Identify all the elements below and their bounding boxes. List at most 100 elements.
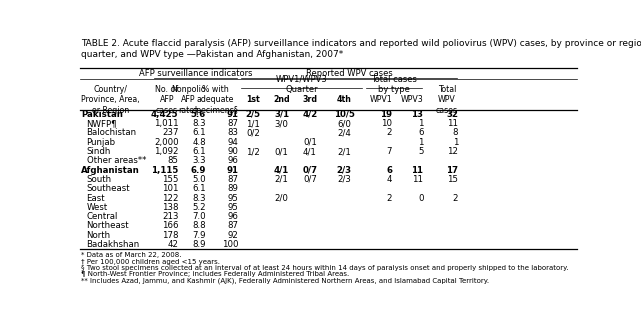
Text: AFP surveillance indicators: AFP surveillance indicators <box>139 69 253 78</box>
Text: 4.8: 4.8 <box>192 138 206 147</box>
Text: 4/2: 4/2 <box>303 110 317 119</box>
Text: 1st: 1st <box>246 95 260 104</box>
Text: North: North <box>87 231 111 240</box>
Text: 0/2: 0/2 <box>246 128 260 137</box>
Text: 91: 91 <box>226 110 238 119</box>
Text: ¶ North-West Frontier Province; includes Federally Administered Tribal Areas.: ¶ North-West Frontier Province; includes… <box>81 271 349 277</box>
Text: 11: 11 <box>412 166 424 175</box>
Text: 213: 213 <box>162 212 178 221</box>
Text: 138: 138 <box>162 203 178 212</box>
Text: 6: 6 <box>386 166 392 175</box>
Text: WPV1: WPV1 <box>369 95 392 104</box>
Text: 1,092: 1,092 <box>154 147 178 156</box>
Text: Total cases
by type: Total cases by type <box>371 75 417 94</box>
Text: 87: 87 <box>227 119 238 128</box>
Text: 8.8: 8.8 <box>192 221 206 231</box>
Text: 94: 94 <box>227 138 238 147</box>
Text: 6.1: 6.1 <box>192 184 206 193</box>
Text: 3rd: 3rd <box>303 95 317 104</box>
Text: 95: 95 <box>227 203 238 212</box>
Text: 122: 122 <box>162 194 178 203</box>
Text: 1/1: 1/1 <box>246 119 260 128</box>
Text: 3.3: 3.3 <box>192 156 206 165</box>
Text: 2nd: 2nd <box>273 95 290 104</box>
Text: 8.9: 8.9 <box>192 240 206 249</box>
Text: 8: 8 <box>453 128 458 137</box>
Text: 5.0: 5.0 <box>192 175 206 184</box>
Text: 91: 91 <box>226 166 238 175</box>
Text: 0: 0 <box>418 194 424 203</box>
Text: 12: 12 <box>447 147 458 156</box>
Text: Reported WPV cases: Reported WPV cases <box>306 69 392 78</box>
Text: 85: 85 <box>167 156 178 165</box>
Text: NWFP¶: NWFP¶ <box>87 119 117 128</box>
Text: 6.9: 6.9 <box>190 166 206 175</box>
Text: % with
adequate
specimens§: % with adequate specimens§ <box>192 85 238 114</box>
Text: 2/4: 2/4 <box>337 128 351 137</box>
Text: Punjab: Punjab <box>87 138 116 147</box>
Text: 5: 5 <box>418 147 424 156</box>
Text: 5.2: 5.2 <box>192 203 206 212</box>
Text: Country/
Province, Area,
or Region: Country/ Province, Area, or Region <box>81 85 140 114</box>
Text: TABLE 2. Acute flaccid paralysis (AFP) surveillance indicators and reported wild: TABLE 2. Acute flaccid paralysis (AFP) s… <box>81 39 641 59</box>
Text: Afghanistan: Afghanistan <box>81 166 140 175</box>
Text: 2/3: 2/3 <box>337 175 351 184</box>
Text: South: South <box>87 175 112 184</box>
Text: 7.0: 7.0 <box>192 212 206 221</box>
Text: 2/1: 2/1 <box>337 147 351 156</box>
Text: 2/5: 2/5 <box>246 110 261 119</box>
Text: 8.3: 8.3 <box>192 119 206 128</box>
Text: Badakhshan: Badakhshan <box>87 240 140 249</box>
Text: 83: 83 <box>227 128 238 137</box>
Text: 19: 19 <box>380 110 392 119</box>
Text: 1/2: 1/2 <box>246 147 260 156</box>
Text: ** Includes Azad, Jammu, and Kashmir (AJK), Federally Administered Northern Area: ** Includes Azad, Jammu, and Kashmir (AJ… <box>81 278 489 284</box>
Text: 2: 2 <box>387 128 392 137</box>
Text: 6.1: 6.1 <box>192 147 206 156</box>
Text: 6/0: 6/0 <box>337 119 351 128</box>
Text: 155: 155 <box>162 175 178 184</box>
Text: 96: 96 <box>227 156 238 165</box>
Text: 4,425: 4,425 <box>151 110 178 119</box>
Text: 11: 11 <box>412 175 424 184</box>
Text: Southeast: Southeast <box>87 184 130 193</box>
Text: 5.6: 5.6 <box>190 110 206 119</box>
Text: 4/1: 4/1 <box>274 166 289 175</box>
Text: 0/7: 0/7 <box>303 175 317 184</box>
Text: 11: 11 <box>447 119 458 128</box>
Text: Sindh: Sindh <box>87 147 111 156</box>
Text: 1: 1 <box>453 138 458 147</box>
Text: 3/1: 3/1 <box>274 110 289 119</box>
Text: 4: 4 <box>387 175 392 184</box>
Text: 10: 10 <box>381 119 392 128</box>
Text: 2: 2 <box>453 194 458 203</box>
Text: 7: 7 <box>387 147 392 156</box>
Text: WPV1/WPV3
Quarter: WPV1/WPV3 Quarter <box>276 75 328 94</box>
Text: 166: 166 <box>162 221 178 231</box>
Text: Other areas**: Other areas** <box>87 156 146 165</box>
Text: 96: 96 <box>227 212 238 221</box>
Text: 17: 17 <box>446 166 458 175</box>
Text: 7.9: 7.9 <box>192 231 206 240</box>
Text: 3/0: 3/0 <box>274 119 288 128</box>
Text: Northeast: Northeast <box>87 221 129 231</box>
Text: 2,000: 2,000 <box>154 138 178 147</box>
Text: 101: 101 <box>162 184 178 193</box>
Text: 0/1: 0/1 <box>303 138 317 147</box>
Text: 1: 1 <box>418 138 424 147</box>
Text: West: West <box>87 203 108 212</box>
Text: Total
WPV
cases: Total WPV cases <box>436 85 458 114</box>
Text: § Two stool specimens collected at an interval of at least 24 hours within 14 da: § Two stool specimens collected at an in… <box>81 265 569 271</box>
Text: 100: 100 <box>222 240 238 249</box>
Text: 0/1: 0/1 <box>274 147 288 156</box>
Text: 95: 95 <box>227 194 238 203</box>
Text: 92: 92 <box>227 231 238 240</box>
Text: 1: 1 <box>418 119 424 128</box>
Text: Balochistan: Balochistan <box>87 128 137 137</box>
Text: East: East <box>87 194 105 203</box>
Text: 2/0: 2/0 <box>274 194 288 203</box>
Text: 178: 178 <box>162 231 178 240</box>
Text: Central: Central <box>87 212 118 221</box>
Text: 90: 90 <box>227 147 238 156</box>
Text: 237: 237 <box>162 128 178 137</box>
